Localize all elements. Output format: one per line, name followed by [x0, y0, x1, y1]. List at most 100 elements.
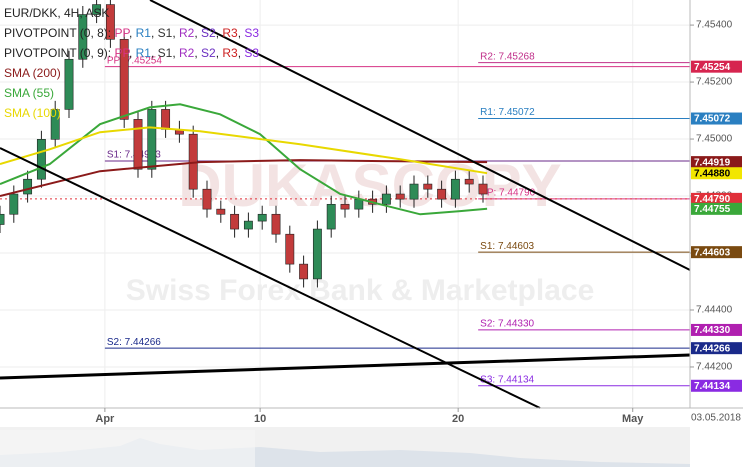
candle-body [92, 4, 102, 15]
candle-body [340, 203, 350, 210]
pivot-label: S2: 7.44266 [107, 337, 161, 348]
price-marker [691, 156, 742, 169]
legend-item[interactable]: R3 [222, 26, 238, 40]
y-tick-label: 7.45400 [696, 20, 733, 31]
legend-series[interactable]: SMA (200) [4, 66, 61, 80]
price-marker-label: 7.45254 [694, 62, 731, 73]
sma-lines [0, 103, 488, 216]
y-tick-label: 7.44400 [696, 305, 733, 316]
candle-body [202, 188, 212, 210]
candle-body [78, 14, 88, 60]
x-axis: Apr 10 20 May [95, 408, 644, 425]
price-marker-label: 7.44134 [694, 381, 731, 392]
candle-body [437, 188, 447, 200]
candle-body [285, 233, 295, 265]
price-marker [691, 323, 742, 336]
x-tick-label: 10 [254, 413, 266, 425]
sma-line [0, 103, 488, 216]
watermark-logo: DUKASCOPY [178, 152, 561, 219]
candle-body [133, 119, 143, 170]
price-marker-label: 7.45072 [694, 114, 731, 125]
price-marker [691, 202, 742, 215]
legend-title: PIVOTPOINT (0, 9): [4, 46, 111, 60]
legend-title: PIVOTPOINT (0, 8): [4, 26, 111, 40]
pivot-label: R2: 7.45268 [480, 51, 535, 62]
candle-body [0, 213, 5, 225]
y-tick-label: 7.44200 [696, 362, 733, 373]
navigator-window[interactable] [0, 430, 255, 467]
candle-body [243, 220, 253, 230]
price-marker-label: 7.44919 [694, 157, 731, 168]
candle-body [50, 109, 60, 140]
legend-item[interactable]: PP [114, 46, 130, 60]
candle-body [423, 183, 433, 190]
candle-body [119, 39, 129, 120]
candle-body [312, 228, 322, 280]
candle-body [381, 193, 391, 205]
candle-body [23, 178, 33, 195]
candle-body [326, 203, 336, 230]
pivot-label: S2: 7.44330 [480, 319, 534, 330]
legend-item[interactable]: S2 [201, 46, 216, 60]
price-marker-label: 7.44790 [694, 194, 731, 205]
legend-item[interactable]: R1 [136, 46, 152, 60]
x-tick-label: 20 [452, 413, 464, 425]
y-tick-label: 7.45000 [696, 134, 733, 145]
candle-body [395, 193, 405, 200]
legend-item[interactable]: S1 [158, 26, 173, 40]
legend-item[interactable]: S3 [244, 46, 259, 60]
candle-body [354, 198, 364, 210]
candle-body [299, 263, 309, 280]
trend-line [0, 147, 541, 409]
pivot-label: S3: 7.44134 [480, 374, 534, 385]
legend-item[interactable]: PP [114, 26, 130, 40]
sma-line [0, 126, 488, 175]
price-marker [691, 342, 742, 355]
x-tick-label: Apr [95, 413, 115, 425]
price-marker [691, 379, 742, 392]
x-tick-label: May [622, 413, 644, 425]
price-marker [691, 60, 742, 73]
legend-item[interactable]: R1 [136, 26, 152, 40]
legend-item[interactable]: R2 [179, 26, 195, 40]
candle-body [147, 109, 157, 170]
price-marker [691, 112, 742, 125]
pivot-label: S1: 7.44603 [480, 241, 534, 252]
date-label: 03.05.2018 [691, 413, 741, 424]
legend-label: PIVOTPOINT (0, 9): PP, R1, S1, R2, S2, R… [4, 46, 259, 60]
pivot-label: PP: 7.44790 [480, 188, 535, 199]
legend-item[interactable]: S2 [201, 26, 216, 40]
price-marker [691, 246, 742, 259]
grid [0, 0, 690, 408]
price-marker-label: 7.44603 [694, 247, 731, 258]
price-marker-label: 7.44880 [694, 168, 731, 179]
candle-body [36, 139, 46, 180]
price-marker-label: 7.44755 [694, 204, 731, 215]
candles [0, 0, 488, 288]
candle-body [161, 109, 171, 130]
price-marker [691, 167, 742, 180]
legend-item[interactable]: S1 [158, 46, 173, 60]
y-tick-label: 7.45200 [696, 77, 733, 88]
candle-body [105, 4, 115, 40]
legend-label: PIVOTPOINT (0, 8): PP, R1, S1, R2, S2, R… [4, 26, 259, 40]
price-marker-label: 7.44266 [694, 343, 731, 354]
pivot-label: PP: 7.45254 [107, 55, 162, 66]
trend-line [149, 0, 691, 271]
legend: EUR/DKK, 4H, ASK PIVOTPOINT (0, 8): PP, R… [4, 6, 259, 120]
y-axis: 7.454007.452007.450007.448007.446007.444… [690, 20, 742, 392]
symbol-label: EUR/DKK, 4H, ASK [4, 6, 109, 20]
candle-body [478, 183, 488, 195]
legend-item[interactable]: R2 [179, 46, 195, 60]
legend-item[interactable]: S3 [244, 26, 259, 40]
candle-body [64, 58, 74, 110]
pivot-label: R1: 7.45072 [480, 107, 535, 118]
price-marker [691, 192, 742, 205]
legend-item[interactable]: R3 [222, 46, 238, 60]
legend-series[interactable]: SMA (55) [4, 86, 54, 100]
candle-body [271, 213, 281, 235]
candle-body [216, 208, 226, 215]
legend-series[interactable]: SMA (100) [4, 106, 61, 120]
